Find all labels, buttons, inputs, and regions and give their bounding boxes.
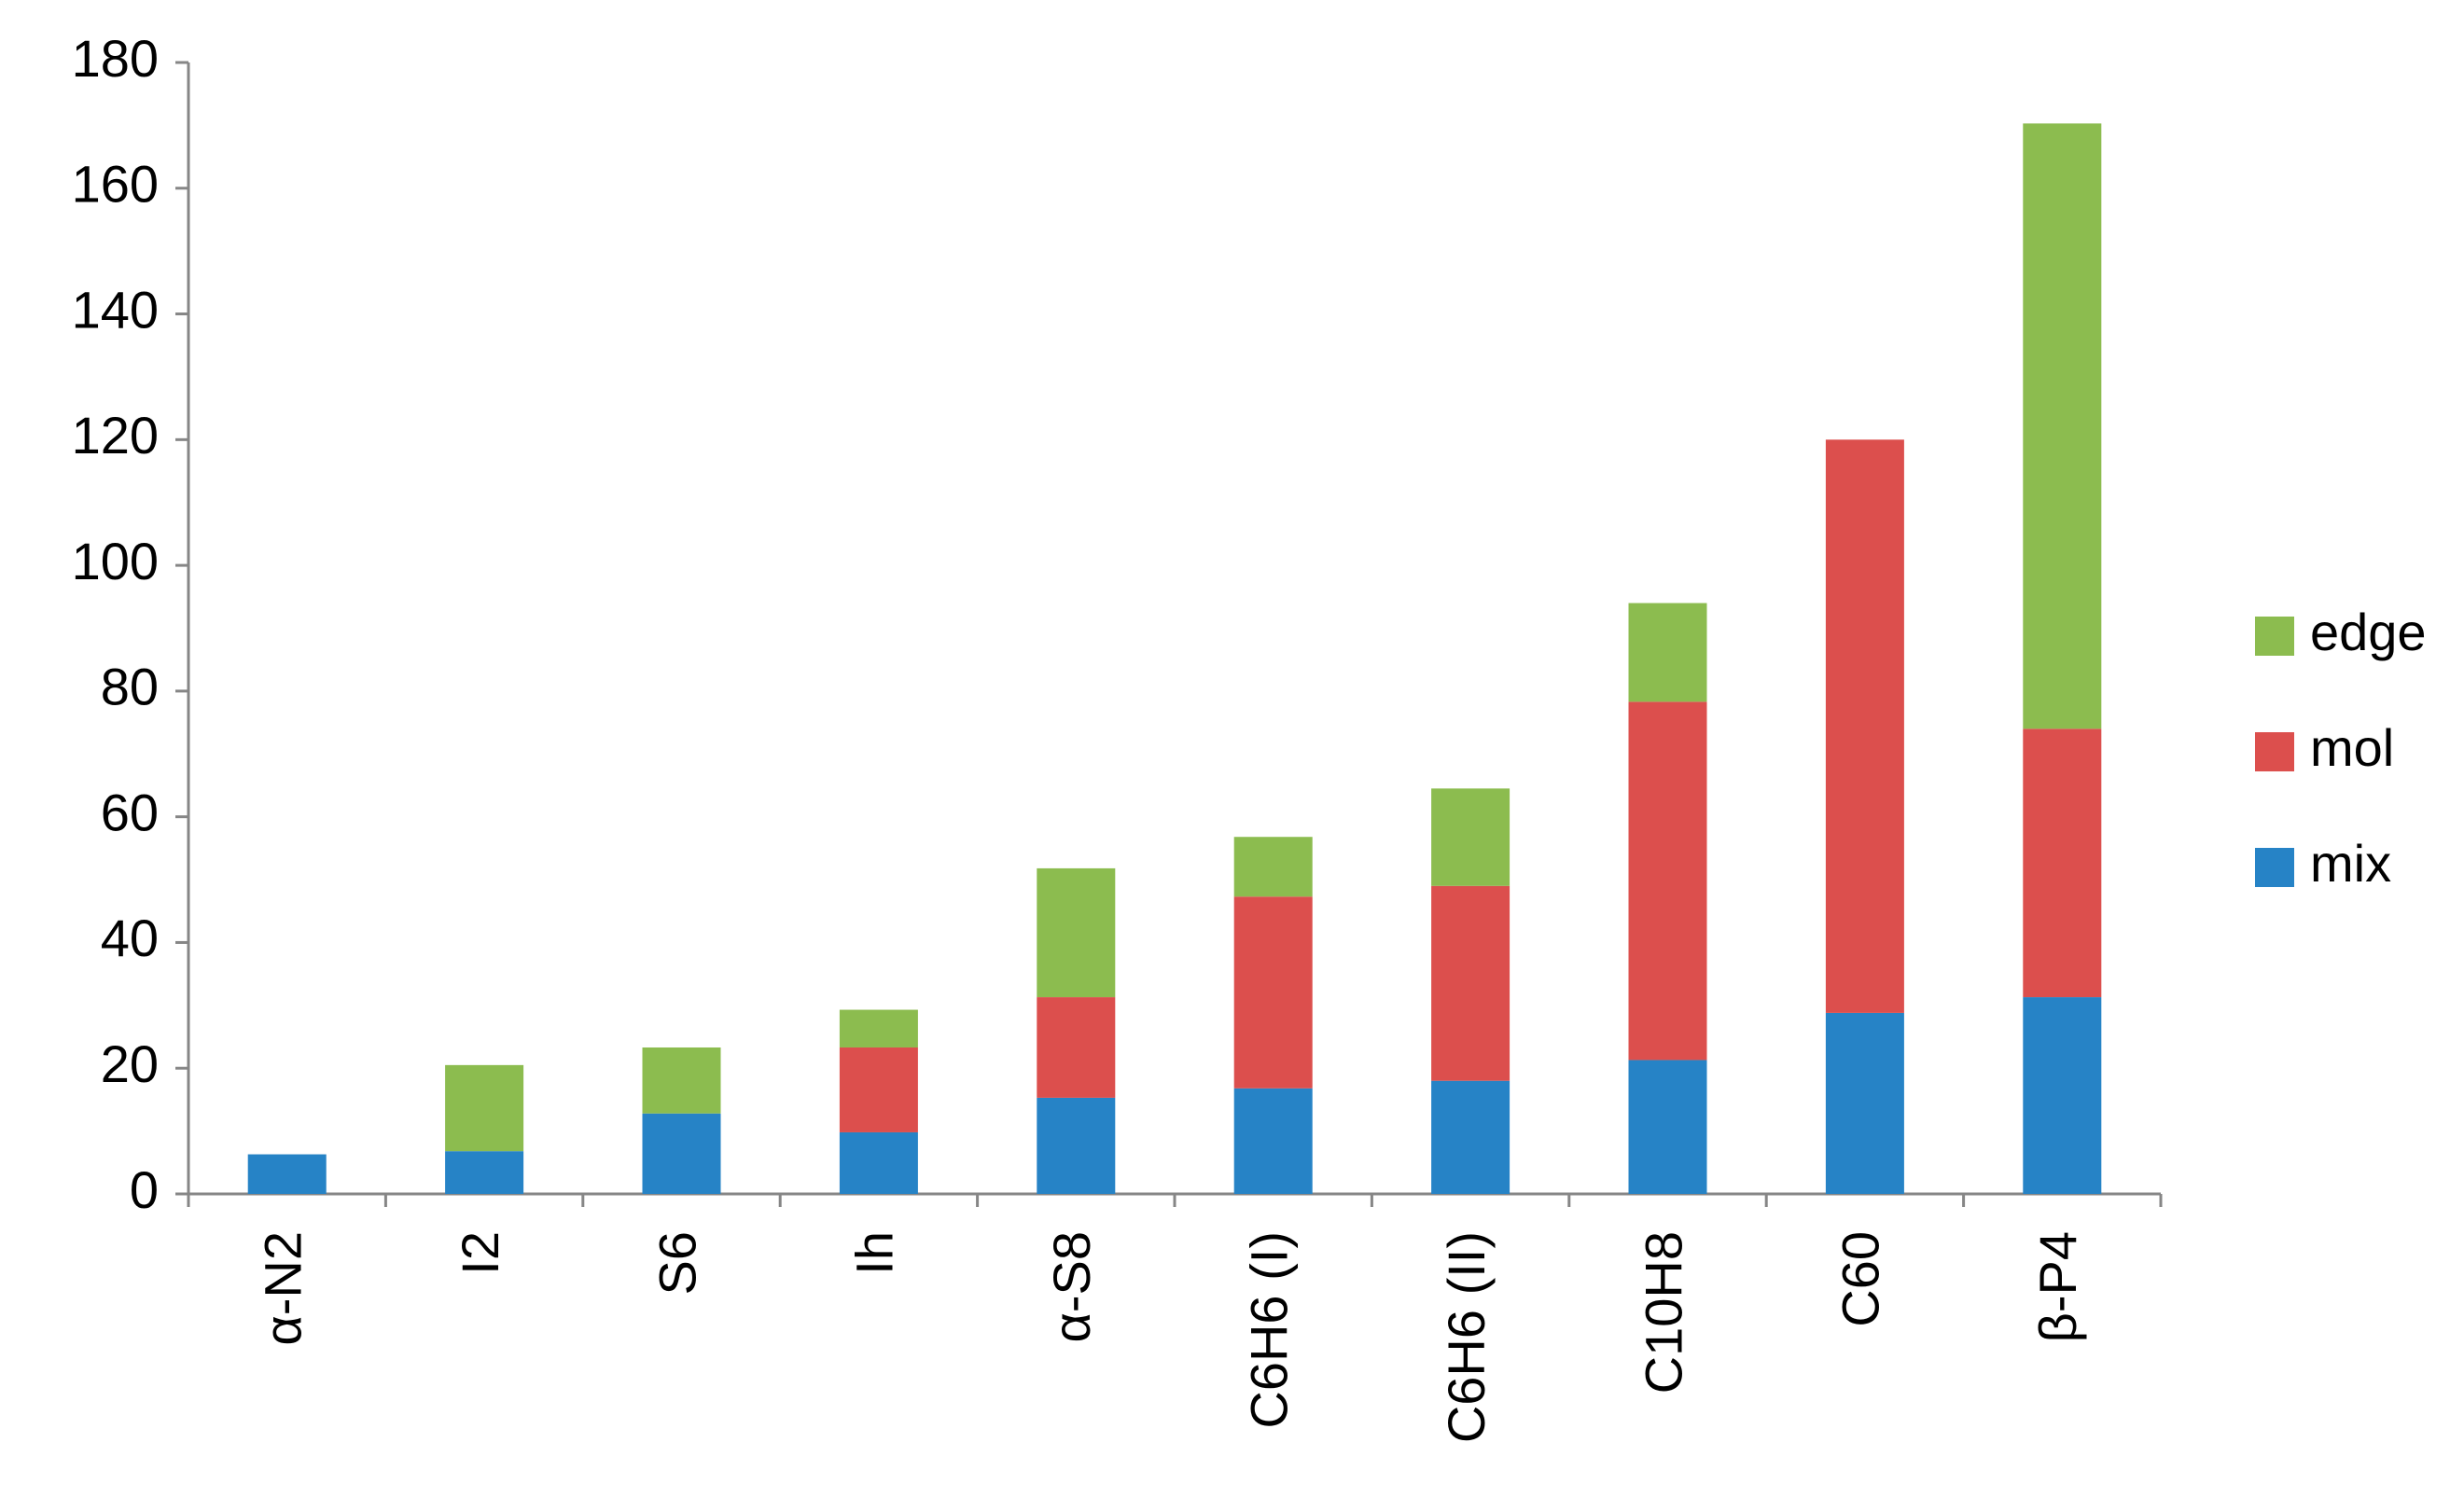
- bar-segment: [445, 1151, 524, 1194]
- x-tick-label: β-P4: [2028, 1231, 2087, 1342]
- legend-label: mix: [2310, 834, 2391, 893]
- x-tick-label: α-S8: [1042, 1231, 1101, 1343]
- y-tick-label: 140: [72, 280, 159, 339]
- x-tick-label: C6H6 (II): [1437, 1231, 1496, 1443]
- y-tick-label: 0: [130, 1160, 159, 1219]
- x-tick-label: I2: [451, 1231, 509, 1275]
- legend-label: mol: [2310, 718, 2394, 777]
- y-tick-label: 20: [101, 1034, 159, 1093]
- legend: mix mol edge: [2255, 603, 2427, 893]
- bar-segment: [1628, 1060, 1707, 1194]
- x-tick-label: C10H8: [1634, 1231, 1692, 1394]
- y-tick-label: 60: [101, 783, 159, 841]
- bar-segment: [1431, 788, 1510, 886]
- bar-segment: [1431, 885, 1510, 1081]
- x-tick-label: C60: [1831, 1231, 1890, 1327]
- y-tick-label: 80: [101, 658, 159, 716]
- bar-segment: [642, 1113, 721, 1194]
- x-tick-label: Ih: [845, 1231, 904, 1275]
- bar-segment: [839, 1047, 918, 1132]
- x-tick-label: α-N2: [253, 1231, 312, 1346]
- bar-segment: [1037, 1097, 1116, 1194]
- bar-segment: [839, 1131, 918, 1194]
- bar-segment: [2023, 123, 2102, 729]
- bar-segment: [1233, 837, 1313, 897]
- bar-segment: [1037, 867, 1116, 998]
- bar-segment: [839, 1009, 918, 1047]
- x-tick-label: C6H6 (I): [1239, 1231, 1298, 1429]
- bar-segment: [445, 1064, 524, 1152]
- bar-segment: [1628, 701, 1707, 1061]
- legend-swatch: [2255, 848, 2294, 887]
- y-tick-label: 40: [101, 909, 159, 967]
- legend-swatch: [2255, 617, 2294, 656]
- bar-segment: [1037, 997, 1116, 1098]
- bar-segment: [1233, 896, 1313, 1089]
- bar-segment: [1628, 603, 1707, 702]
- y-tick-label: 120: [72, 406, 159, 465]
- bar-segment: [2023, 997, 2102, 1194]
- bar-segment: [1431, 1080, 1510, 1194]
- y-tick-label: 100: [72, 532, 159, 590]
- x-tick-label: S6: [647, 1231, 706, 1296]
- bar-segment: [247, 1154, 327, 1194]
- bar-segment: [1825, 439, 1904, 1013]
- y-tick-label: 160: [72, 155, 159, 214]
- bar-segment: [1825, 1012, 1904, 1194]
- bar-segment: [642, 1047, 721, 1114]
- bar-segment: [1233, 1088, 1313, 1194]
- bar-segment: [2023, 728, 2102, 998]
- y-tick-label: 180: [72, 29, 159, 88]
- legend-label: edge: [2310, 603, 2427, 661]
- legend-swatch: [2255, 732, 2294, 771]
